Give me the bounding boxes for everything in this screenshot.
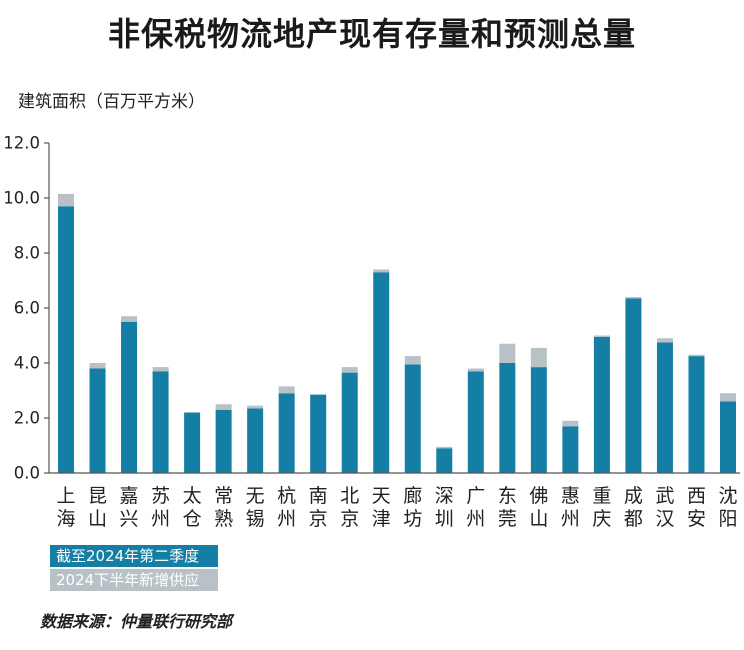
x-tick-label-1: 昆山 <box>88 485 107 530</box>
x-tick-label-5: 常熟 <box>214 485 233 530</box>
source-note: 数据来源：仲量联行研究部 <box>40 612 233 631</box>
bar-existing-21 <box>720 401 736 473</box>
x-axis-labels: 上海昆山嘉兴苏州太仓常熟无锡杭州南京北京天津廊坊深圳广州东莞佛山惠州重庆成都武汉… <box>56 485 737 530</box>
y-axis-label: 建筑面积（百万平方米） <box>18 92 205 112</box>
x-tick-label-20: 西安 <box>687 485 706 530</box>
bar-existing-0 <box>58 206 74 473</box>
bar-new-supply-9 <box>341 367 358 373</box>
bar-new-supply-14 <box>499 343 516 363</box>
bar-new-supply-2 <box>121 316 138 322</box>
x-tick-label-2: 嘉兴 <box>120 485 139 530</box>
bar-new-supply-5 <box>215 404 232 410</box>
x-tick-label-18: 成都 <box>624 485 643 530</box>
bar-existing-1 <box>89 368 106 473</box>
x-tick-label-6: 无锡 <box>246 485 265 530</box>
y-tick-label: 6.0 <box>14 299 40 318</box>
bar-existing-16 <box>562 426 579 473</box>
bar-new-supply-16 <box>562 420 579 427</box>
bar-new-supply-17 <box>593 335 610 337</box>
bar-existing-15 <box>530 367 547 473</box>
x-tick-label-13: 广州 <box>466 485 485 530</box>
legend: 截至2024年第二季度 2024下半年新增供应 <box>50 545 218 593</box>
x-tick-label-17: 重庆 <box>592 485 611 530</box>
y-tick-label: 10.0 <box>3 189 40 208</box>
y-tick-label: 8.0 <box>14 244 40 263</box>
bar-new-supply-0 <box>58 193 74 207</box>
bar-new-supply-19 <box>656 338 673 343</box>
x-tick-label-4: 太仓 <box>183 485 202 530</box>
bar-existing-20 <box>688 356 705 473</box>
x-tick-label-8: 南京 <box>309 485 328 530</box>
x-tick-label-7: 杭州 <box>277 485 296 530</box>
bar-new-supply-15 <box>530 347 547 368</box>
bar-existing-4 <box>184 412 201 473</box>
bar-new-supply-11 <box>404 356 421 365</box>
x-tick-label-14: 东莞 <box>498 485 517 530</box>
bar-existing-3 <box>152 371 169 473</box>
x-tick-label-3: 苏州 <box>151 485 170 530</box>
legend-item-new-supply: 2024下半年新增供应 <box>50 569 218 591</box>
bar-existing-2 <box>121 321 138 473</box>
bar-existing-8 <box>310 394 327 473</box>
legend-item-existing-stock: 截至2024年第二季度 <box>50 545 218 567</box>
stacked-bar-chart: 0.0 2.0 4.0 6.0 8.0 10.0 12.0 上海昆山嘉兴苏州太仓常熟无锡杭州… <box>3 134 740 530</box>
x-tick-label-10: 天津 <box>372 485 391 530</box>
bar-existing-10 <box>373 272 390 473</box>
bar-existing-12 <box>436 448 453 473</box>
bar-existing-5 <box>215 409 232 473</box>
y-tick-label: 12.0 <box>3 134 40 153</box>
bar-existing-18 <box>625 298 642 473</box>
x-tick-label-21: 沈阳 <box>718 485 737 530</box>
bar-new-supply-7 <box>278 386 295 394</box>
x-tick-label-15: 佛山 <box>529 485 548 530</box>
bar-existing-17 <box>593 336 610 473</box>
x-tick-label-0: 上海 <box>56 485 75 530</box>
bar-new-supply-10 <box>373 269 390 273</box>
y-tick-label: 2.0 <box>14 409 40 428</box>
bar-new-supply-12 <box>436 446 453 449</box>
bar-new-supply-6 <box>247 405 264 409</box>
bar-existing-6 <box>247 408 264 473</box>
bar-existing-14 <box>499 363 516 473</box>
bar-new-supply-21 <box>720 393 736 402</box>
bar-new-supply-20 <box>688 354 705 357</box>
bar-existing-9 <box>341 372 358 473</box>
bar-existing-19 <box>656 342 673 473</box>
y-axis: 0.0 2.0 4.0 6.0 8.0 10.0 12.0 <box>3 134 50 483</box>
y-tick-label: 0.0 <box>14 464 40 483</box>
x-tick-label-12: 深圳 <box>435 485 454 530</box>
chart-title: 非保税物流地产现有存量和预测总量 <box>107 15 636 53</box>
bar-new-supply-3 <box>152 367 169 372</box>
bar-new-supply-13 <box>467 368 484 372</box>
bar-existing-11 <box>404 364 421 473</box>
x-tick-label-16: 惠州 <box>561 485 580 530</box>
bars <box>58 193 736 473</box>
x-tick-label-11: 廊坊 <box>403 485 422 530</box>
bar-existing-7 <box>278 393 295 473</box>
x-tick-label-9: 北京 <box>340 485 359 530</box>
x-tick-label-19: 武汉 <box>655 485 674 530</box>
y-tick-label: 4.0 <box>14 354 40 373</box>
bar-new-supply-1 <box>89 363 106 369</box>
bar-new-supply-18 <box>625 297 642 299</box>
bar-existing-13 <box>467 371 484 473</box>
